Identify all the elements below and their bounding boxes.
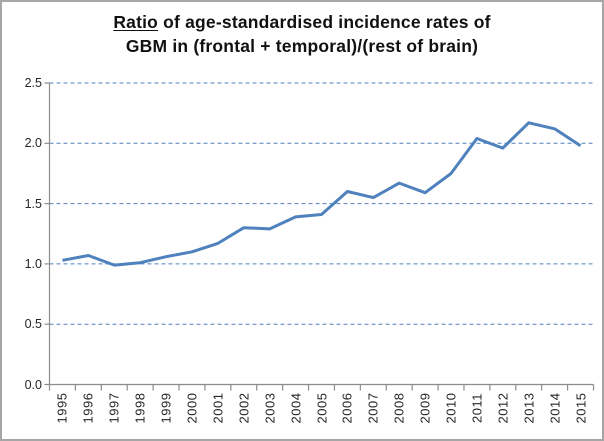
y-axis-tick-label: 1.5 <box>24 196 42 211</box>
x-axis-tick-label: 2006 <box>339 392 355 424</box>
y-axis-tick-label: 2.5 <box>24 76 42 90</box>
chart-title-line1: Ratio of age-standardised incidence rate… <box>2 10 602 34</box>
x-axis-tick-label: 2014 <box>547 392 563 424</box>
x-axis-tick-label: 1999 <box>158 392 174 424</box>
x-axis-tick-label: 2001 <box>210 392 226 424</box>
x-axis-tick-label: 2010 <box>443 392 459 424</box>
x-axis-tick-label: 2009 <box>417 392 433 424</box>
chart-title-line1-rest: of age-standardised incidence rates of <box>158 12 491 32</box>
chart-title-underlined-word: Ratio <box>113 12 159 32</box>
chart-title-line2: GBM in (frontal + temporal)/(rest of bra… <box>125 36 479 56</box>
x-axis-tick-label: 2013 <box>521 392 537 424</box>
chart-title: Ratio of age-standardised incidence rate… <box>2 10 602 58</box>
x-axis-tick-label: 1997 <box>106 392 122 424</box>
x-axis-tick-label: 2012 <box>495 392 511 424</box>
x-axis-tick-label: 1998 <box>132 392 148 424</box>
x-axis-tick-label: 2015 <box>573 392 589 424</box>
y-axis-tick-label: 0.5 <box>24 317 42 332</box>
x-axis-tick-label: 2000 <box>184 392 200 424</box>
x-axis-tick-label: 2005 <box>314 392 329 424</box>
x-axis-tick-label: 2002 <box>236 392 252 424</box>
y-axis-tick-label: 0.0 <box>24 377 42 392</box>
x-axis-tick-label: 2007 <box>365 392 381 424</box>
y-axis-tick-label: 2.0 <box>24 136 42 151</box>
x-axis-tick-label: 2011 <box>469 393 485 423</box>
x-axis-tick-label: 1996 <box>80 392 96 424</box>
series-line-ratio <box>62 121 582 267</box>
x-axis-tick-label: 1995 <box>54 392 70 424</box>
y-axis-tick-label: 1.0 <box>24 256 42 271</box>
x-axis-tick-label: 2004 <box>288 392 304 424</box>
x-axis-tick-label: 2003 <box>262 392 278 424</box>
x-axis-tick-label: 2008 <box>391 392 407 424</box>
